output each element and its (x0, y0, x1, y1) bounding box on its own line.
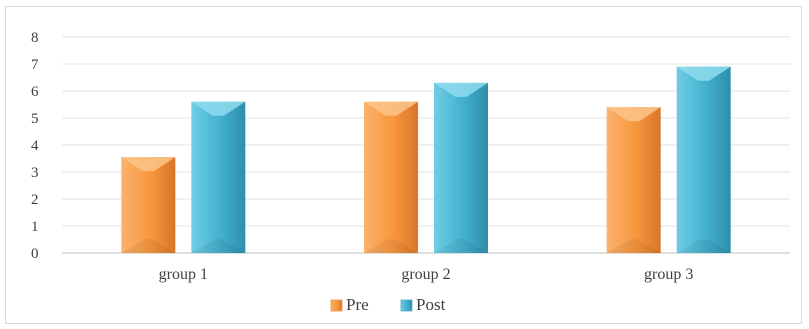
legend-label-pre: Pre (346, 295, 369, 314)
bar-post-group-1 (191, 101, 246, 253)
bar-cap (606, 107, 661, 122)
legend-label-post: Post (416, 295, 446, 314)
y-tick-label: 6 (31, 84, 39, 100)
bar-cap (434, 82, 488, 97)
x-tick-label: group 1 (159, 266, 208, 283)
y-tick-label: 4 (31, 138, 39, 154)
bar-base (434, 239, 488, 253)
bar-post-group-2 (434, 82, 488, 254)
bar-base (121, 239, 176, 253)
legend-swatch-pre (330, 299, 343, 312)
bar-base (606, 239, 661, 253)
gridlines (62, 36, 790, 254)
y-tick-label: 3 (31, 165, 39, 181)
bars (121, 66, 731, 254)
legend: Pre Post (330, 295, 446, 314)
y-tick-label: 1 (31, 219, 39, 235)
x-tick-label: group 2 (401, 266, 450, 283)
x-tick-label: group 3 (644, 266, 693, 283)
bar-cap (676, 66, 731, 81)
bar-pre-group-2 (364, 101, 418, 253)
y-tick-label: 0 (31, 246, 39, 262)
bar-cap (191, 101, 246, 116)
bar-post-group-3 (676, 66, 731, 253)
bar-pre-group-1 (121, 157, 176, 253)
y-tick-label: 8 (31, 30, 39, 46)
x-axis-labels: group 1 group 2 group 3 (159, 266, 694, 283)
y-tick-label: 5 (31, 111, 39, 127)
y-tick-label: 7 (31, 57, 39, 73)
bar-base (364, 239, 418, 253)
bar-cap (364, 101, 418, 116)
bar-base (676, 239, 731, 253)
y-axis-ticks: 0 1 2 3 4 5 6 7 8 (31, 30, 39, 262)
bar-cap (121, 157, 176, 172)
bar-base (191, 239, 246, 253)
legend-swatch-post (400, 299, 413, 312)
bar-pre-group-3 (606, 107, 661, 253)
y-tick-label: 2 (31, 192, 39, 208)
